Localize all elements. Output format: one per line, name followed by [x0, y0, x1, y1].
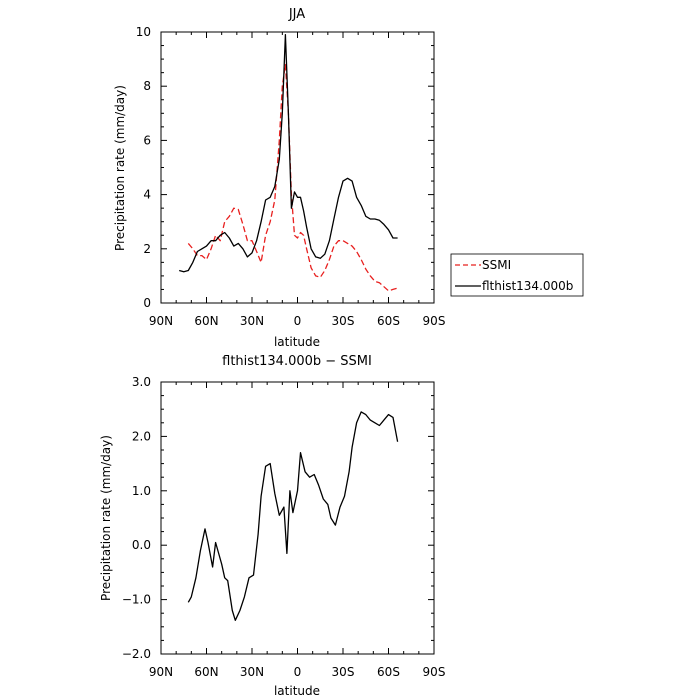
series-line-ssmi	[187, 63, 398, 292]
y-tick-label: −2.0	[122, 647, 151, 661]
y-tick-label: 3.0	[132, 375, 151, 389]
series-line-difference	[187, 411, 399, 621]
x-tick-label: 30S	[332, 314, 355, 328]
top-legend: SSMI flthist134.000b	[450, 253, 584, 297]
x-tick-label: 90N	[149, 314, 173, 328]
x-tick-label: 30S	[332, 665, 355, 679]
top-y-axis-title: Precipitation rate (mm/day)	[113, 85, 127, 251]
x-tick-label: 60S	[377, 665, 400, 679]
y-tick-label: −1.0	[122, 593, 151, 607]
legend-box	[450, 253, 584, 297]
x-tick-label: 0	[294, 665, 302, 679]
bottom-x-axis-title: latitude	[274, 684, 320, 698]
panel-top: JJA latitude Precipitation rate (mm/day)…	[113, 7, 584, 349]
legend-label-ssmi: SSMI	[482, 258, 511, 272]
y-tick-label: 6	[143, 133, 151, 147]
x-tick-label: 90S	[423, 665, 446, 679]
x-tick-label: 90S	[423, 314, 446, 328]
y-tick-label: 8	[143, 79, 151, 93]
x-tick-label: 60N	[194, 314, 218, 328]
y-tick-label: 10	[136, 25, 151, 39]
plot-frame	[160, 31, 435, 304]
legend-label-model: flthist134.000b	[482, 279, 573, 293]
plot-frame	[160, 381, 435, 655]
y-tick-label: 1.0	[132, 484, 151, 498]
panel-bottom: flthist134.000b − SSMI latitude Precipit…	[99, 354, 445, 698]
top-x-axis-title: latitude	[274, 335, 320, 349]
bottom-plot-title: flthist134.000b − SSMI	[222, 354, 372, 369]
x-tick-label: 30N	[240, 314, 264, 328]
x-tick-label: 60N	[194, 665, 218, 679]
y-tick-label: 0	[143, 296, 151, 310]
y-tick-label: 0.0	[132, 538, 151, 552]
x-tick-label: 90N	[149, 665, 173, 679]
top-plot-title: JJA	[288, 7, 305, 22]
y-tick-label: 2.0	[132, 429, 151, 443]
x-tick-label: 0	[294, 314, 302, 328]
y-tick-label: 2	[143, 242, 151, 256]
x-tick-label: 60S	[377, 314, 400, 328]
series-line-flthist134-000b	[179, 34, 398, 273]
x-tick-label: 30N	[240, 665, 264, 679]
bottom-y-axis-title: Precipitation rate (mm/day)	[99, 435, 113, 601]
y-tick-label: 4	[143, 188, 151, 202]
